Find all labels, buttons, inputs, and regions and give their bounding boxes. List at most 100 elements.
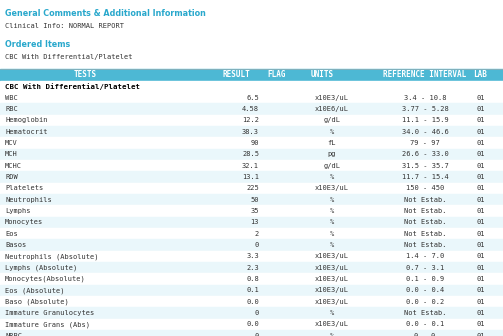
Bar xyxy=(0,262,503,273)
Text: 01: 01 xyxy=(476,265,484,271)
Text: x10E3/uL: x10E3/uL xyxy=(315,253,349,259)
Text: 01: 01 xyxy=(476,208,484,214)
Text: x10E3/uL: x10E3/uL xyxy=(315,185,349,191)
Text: x10E6/uL: x10E6/uL xyxy=(315,106,349,112)
Text: UNITS: UNITS xyxy=(310,71,333,80)
Text: 11.1 - 15.9: 11.1 - 15.9 xyxy=(402,117,448,123)
Text: 28.5: 28.5 xyxy=(242,151,259,157)
Text: NRBC: NRBC xyxy=(5,333,22,336)
Text: Ordered Items: Ordered Items xyxy=(5,40,70,49)
Text: %: % xyxy=(330,230,334,237)
Text: 0.0: 0.0 xyxy=(246,321,259,327)
Text: 01: 01 xyxy=(476,321,484,327)
Text: Not Estab.: Not Estab. xyxy=(404,310,446,316)
Text: 01: 01 xyxy=(476,287,484,293)
Text: 1.4 - 7.0: 1.4 - 7.0 xyxy=(406,253,444,259)
Text: 01: 01 xyxy=(476,219,484,225)
Text: 3.77 - 5.28: 3.77 - 5.28 xyxy=(402,106,448,112)
Text: 01: 01 xyxy=(476,140,484,146)
Text: 01: 01 xyxy=(476,253,484,259)
Text: 2: 2 xyxy=(255,230,259,237)
Text: RESULT: RESULT xyxy=(222,71,250,80)
Text: x10E3/uL: x10E3/uL xyxy=(315,287,349,293)
Bar xyxy=(0,103,503,115)
Text: 6.5: 6.5 xyxy=(246,95,259,101)
Bar xyxy=(0,251,503,262)
Text: 01: 01 xyxy=(476,299,484,305)
Text: 90: 90 xyxy=(250,140,259,146)
Text: %: % xyxy=(330,197,334,203)
Text: 0.7 - 3.1: 0.7 - 3.1 xyxy=(406,265,444,271)
Text: 38.3: 38.3 xyxy=(242,129,259,135)
Bar xyxy=(0,183,503,194)
Text: Platelets: Platelets xyxy=(5,185,43,191)
Text: Neutrophils (Absolute): Neutrophils (Absolute) xyxy=(5,253,99,260)
Text: 0.1: 0.1 xyxy=(246,287,259,293)
Text: Monocytes(Absolute): Monocytes(Absolute) xyxy=(5,276,86,282)
Text: FLAG: FLAG xyxy=(268,71,286,80)
Text: Monocytes: Monocytes xyxy=(5,219,43,225)
Text: 26.6 - 33.0: 26.6 - 33.0 xyxy=(402,151,448,157)
Text: fL: fL xyxy=(328,140,336,146)
Text: Lymphs: Lymphs xyxy=(5,208,31,214)
Bar xyxy=(0,319,503,330)
Text: MCV: MCV xyxy=(5,140,18,146)
Text: 2.3: 2.3 xyxy=(246,265,259,271)
Bar xyxy=(0,126,503,137)
Text: Eos: Eos xyxy=(5,230,18,237)
Text: g/dL: g/dL xyxy=(323,117,341,123)
Text: %: % xyxy=(330,242,334,248)
Text: Basos: Basos xyxy=(5,242,26,248)
Text: RBC: RBC xyxy=(5,106,18,112)
Bar xyxy=(0,228,503,239)
Text: 0.0: 0.0 xyxy=(246,299,259,305)
Text: 01: 01 xyxy=(476,95,484,101)
Bar xyxy=(0,296,503,307)
Text: 01: 01 xyxy=(476,230,484,237)
Bar xyxy=(0,239,503,251)
Text: 225: 225 xyxy=(246,185,259,191)
Bar xyxy=(0,307,503,319)
Text: 150 - 450: 150 - 450 xyxy=(406,185,444,191)
Text: 01: 01 xyxy=(476,174,484,180)
Text: General Comments & Additional Information: General Comments & Additional Informatio… xyxy=(5,9,206,18)
Bar xyxy=(0,92,503,103)
Text: 01: 01 xyxy=(476,129,484,135)
Bar xyxy=(0,330,503,336)
Text: 0: 0 xyxy=(255,333,259,336)
Bar xyxy=(0,115,503,126)
Text: 01: 01 xyxy=(476,151,484,157)
Text: Clinical Info: NORMAL REPORT: Clinical Info: NORMAL REPORT xyxy=(5,23,124,29)
Text: Immature Granulocytes: Immature Granulocytes xyxy=(5,310,94,316)
Text: 4.58: 4.58 xyxy=(242,106,259,112)
Text: x10E3/uL: x10E3/uL xyxy=(315,276,349,282)
Text: 3.4 - 10.8: 3.4 - 10.8 xyxy=(404,95,446,101)
Text: 79 - 97: 79 - 97 xyxy=(410,140,440,146)
Text: Hematocrit: Hematocrit xyxy=(5,129,47,135)
Bar xyxy=(0,273,503,285)
Text: Eos (Absolute): Eos (Absolute) xyxy=(5,287,64,294)
Text: Baso (Absolute): Baso (Absolute) xyxy=(5,298,69,305)
Text: Not Estab.: Not Estab. xyxy=(404,208,446,214)
Text: 0.8: 0.8 xyxy=(246,276,259,282)
Text: REFERENCE INTERVAL: REFERENCE INTERVAL xyxy=(383,71,467,80)
Text: 01: 01 xyxy=(476,333,484,336)
Text: %: % xyxy=(330,219,334,225)
Text: %: % xyxy=(330,174,334,180)
Text: 01: 01 xyxy=(476,163,484,169)
Text: Neutrophils: Neutrophils xyxy=(5,197,52,203)
Text: 01: 01 xyxy=(476,242,484,248)
Text: LAB: LAB xyxy=(473,71,487,80)
Text: Not Estab.: Not Estab. xyxy=(404,230,446,237)
Text: 13.1: 13.1 xyxy=(242,174,259,180)
Bar xyxy=(0,171,503,183)
Text: RDW: RDW xyxy=(5,174,18,180)
Text: 01: 01 xyxy=(476,117,484,123)
Bar xyxy=(0,160,503,171)
Text: 35: 35 xyxy=(250,208,259,214)
Text: Not Estab.: Not Estab. xyxy=(404,242,446,248)
Text: MCHC: MCHC xyxy=(5,163,22,169)
Text: 50: 50 xyxy=(250,197,259,203)
Bar xyxy=(0,194,503,205)
Text: TESTS: TESTS xyxy=(74,71,97,80)
